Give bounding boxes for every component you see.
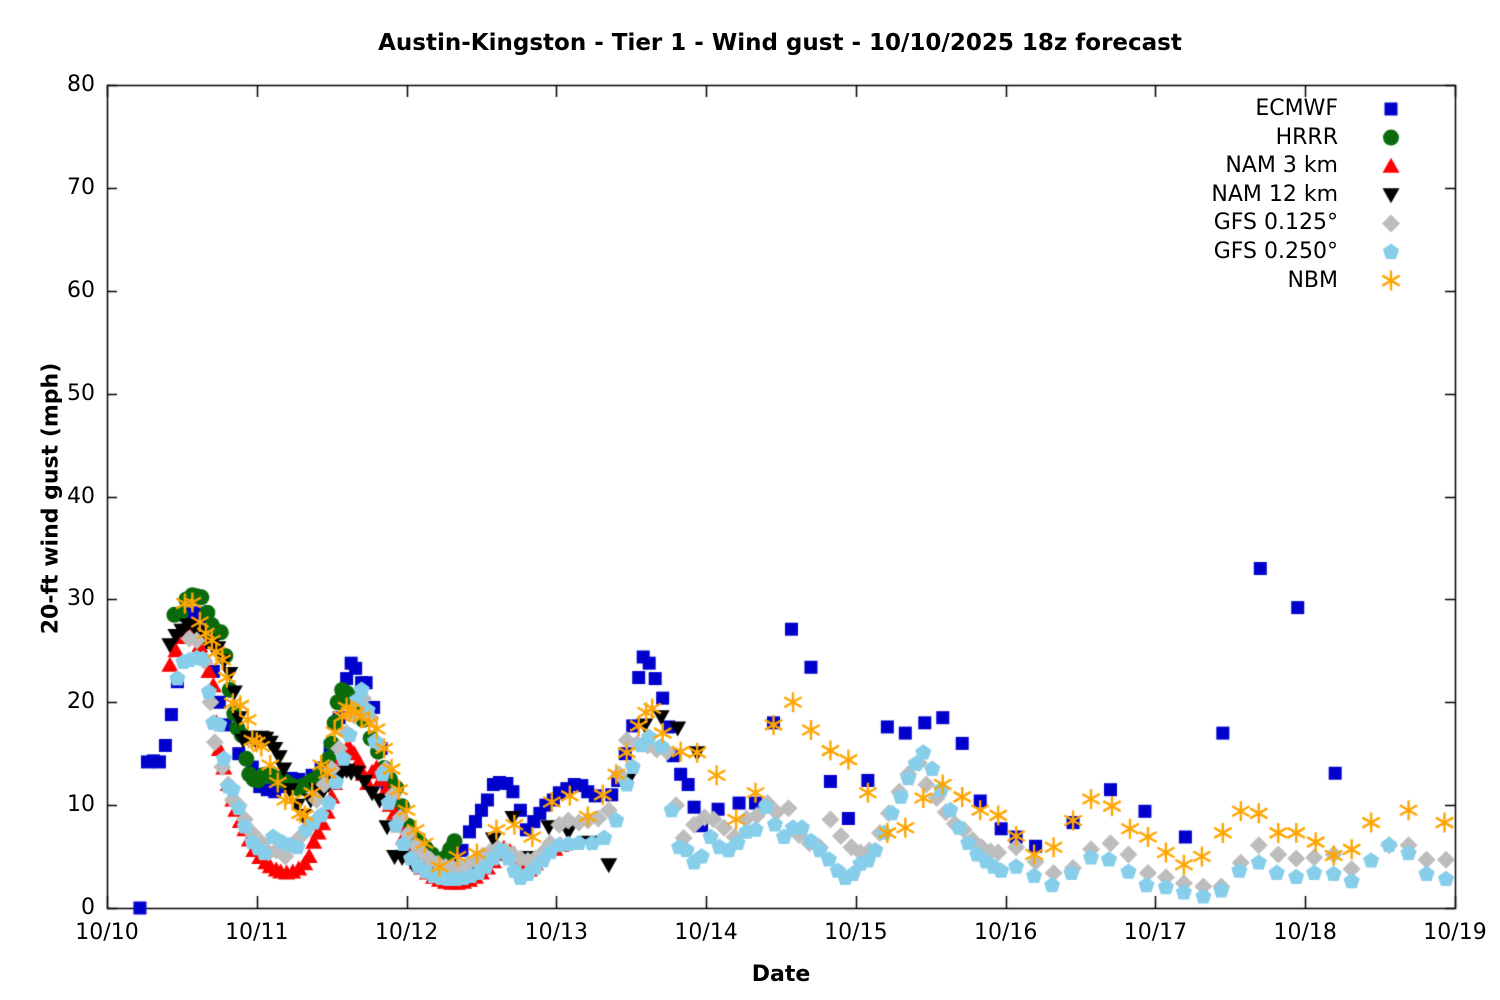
legend-item-gfs-0-250-: GFS 0.250° (1213, 239, 1338, 264)
x-tick-label: 10/18 (1273, 920, 1337, 945)
y-tick-label: 60 (67, 277, 95, 303)
x-tick-label: 10/10 (75, 920, 139, 945)
x-tick-label: 10/11 (225, 920, 289, 945)
legend-item-hrrr: HRRR (1275, 124, 1338, 150)
y-tick-label: 10 (67, 792, 95, 818)
y-tick-label: 80 (67, 72, 95, 97)
y-tick-label: 30 (67, 586, 95, 612)
legend-item-nam-3-km: NAM 3 km (1225, 153, 1338, 179)
x-tick-label: 10/19 (1423, 920, 1487, 945)
legend-item-gfs-0-125-: GFS 0.125° (1213, 210, 1338, 236)
legend-item-nam-12-km: NAM 12 km (1211, 181, 1338, 207)
x-tick-label: 10/12 (374, 920, 439, 945)
chart-title: Austin-Kingston - Tier 1 - Wind gust - 1… (378, 30, 1182, 56)
y-tick-label: 70 (67, 174, 95, 200)
x-tick-label: 10/14 (674, 920, 738, 945)
x-tick-label: 10/13 (524, 920, 589, 945)
y-tick-label: 20 (67, 689, 95, 715)
y-tick-label: 40 (67, 483, 95, 509)
y-tick-label: 50 (67, 380, 95, 406)
x-axis-label: Date (751, 962, 811, 987)
y-tick-label: 0 (81, 895, 95, 920)
x-tick-label: 10/15 (824, 920, 888, 945)
x-tick-label: 10/17 (1123, 920, 1188, 945)
legend-item-ecmwf: ECMWF (1255, 96, 1338, 121)
legend-item-nbm: NBM (1287, 267, 1338, 293)
x-tick-label: 10/16 (973, 920, 1038, 945)
